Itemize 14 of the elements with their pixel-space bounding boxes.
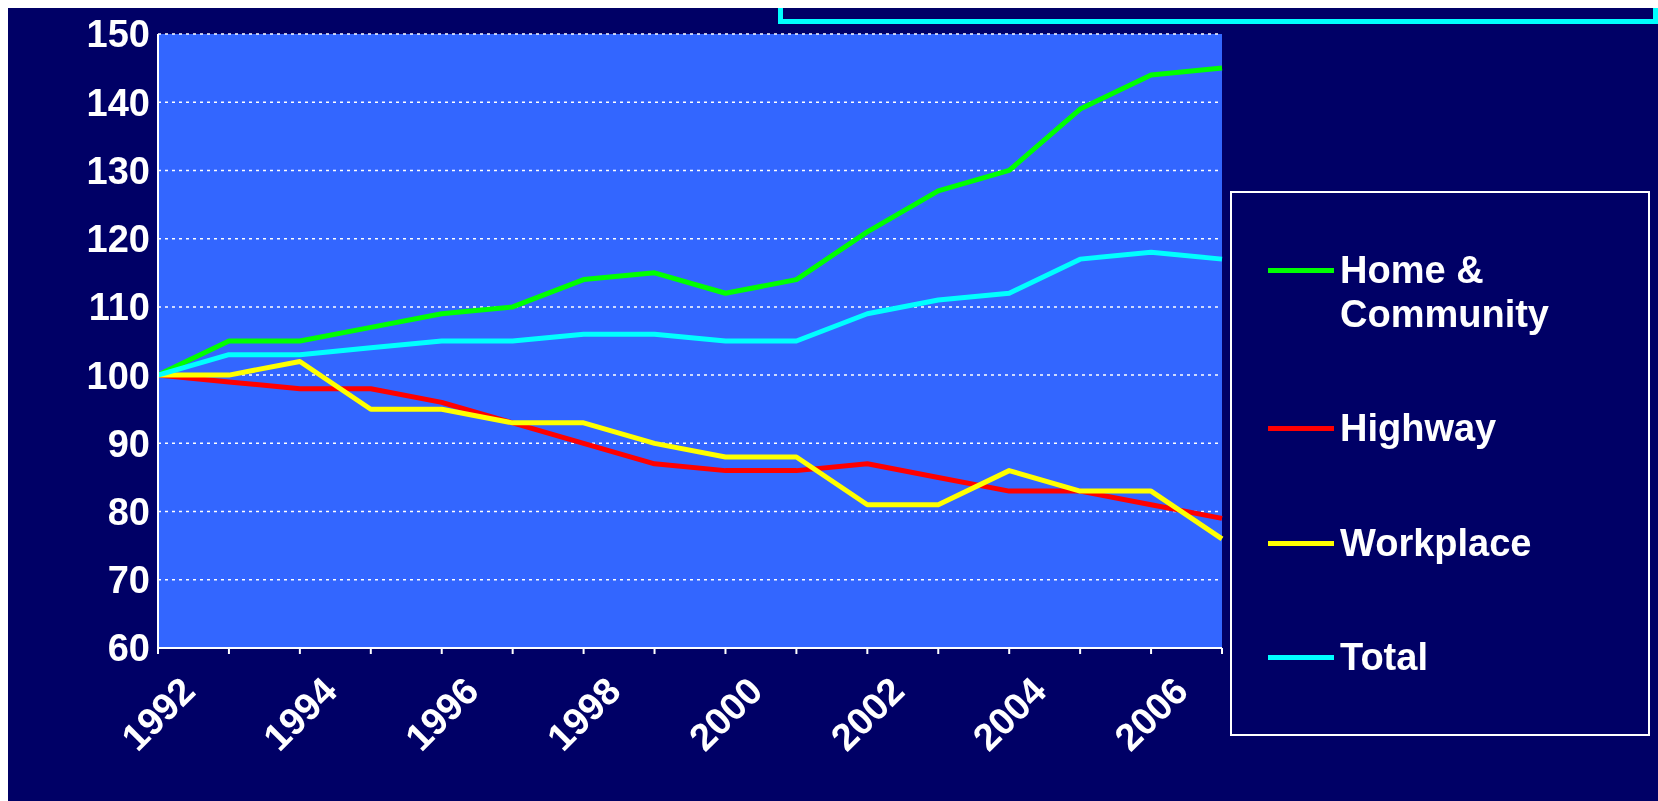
- y-tick-label: 120: [86, 218, 150, 261]
- y-tick-label: 130: [86, 149, 150, 192]
- y-tick-label: 90: [107, 422, 150, 465]
- legend-label: Home & Community: [1340, 248, 1550, 337]
- legend-label: Highway: [1340, 406, 1498, 451]
- y-tick-label: 100: [86, 354, 150, 397]
- legend-label: Workplace: [1340, 520, 1533, 565]
- y-tick-label: 140: [86, 81, 150, 124]
- y-tick-label: 150: [86, 13, 150, 56]
- y-tick-label: 60: [107, 627, 150, 670]
- y-tick-label: 80: [107, 491, 150, 534]
- legend-label: Total: [1340, 634, 1429, 679]
- y-tick-label: 110: [88, 286, 150, 329]
- y-tick-label: 70: [107, 559, 150, 602]
